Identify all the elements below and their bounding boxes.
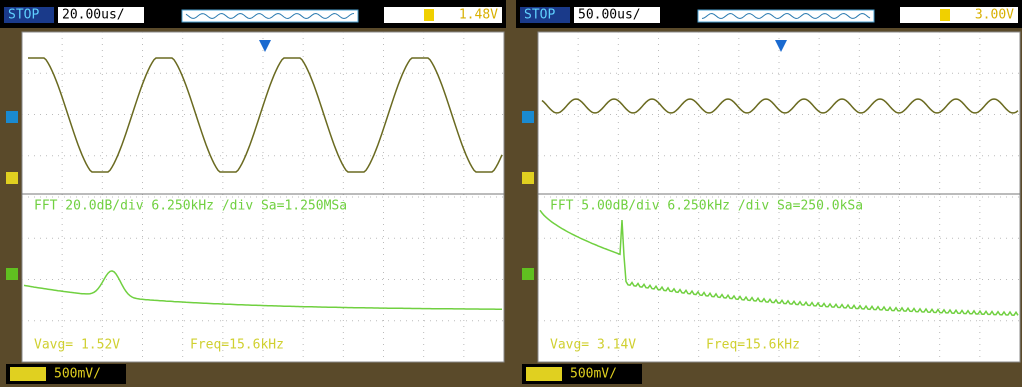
fft-label: FFT 5.00dB/div 6.250kHz /div Sa=250.0kSa [550,199,863,214]
memory-bar [182,10,358,22]
vavg: Vavg= 1.52V [34,338,120,353]
fft-label: FFT 20.0dB/div 6.250kHz /div Sa=1.250MSa [34,199,347,214]
status: STOP [524,8,555,23]
scale: 500mV/ [570,367,617,382]
trigger-icon [940,9,950,21]
scale: 500mV/ [54,367,101,382]
ch-marker [6,172,18,184]
scope-panel: STOP 20.00us/1.48V FFT 20.0dB/div 6.250kHz… [0,0,506,384]
scope-screenshot: STOP 20.00us/1.48V FFT 20.0dB/div 6.250kHz… [0,0,1022,387]
ch-badge [10,367,46,381]
timebase: 50.00us/ [578,8,641,23]
fft-marker [522,268,534,280]
trigger-icon [424,9,434,21]
fft-marker [6,268,18,280]
ch-marker [6,111,18,123]
vavg: Vavg= 3.14V [550,338,636,353]
timebase: 20.00us/ [62,8,125,23]
ch-badge [526,367,562,381]
freq: Freq=15.6kHz [190,338,284,353]
freq: Freq=15.6kHz [706,338,800,353]
scope-panel: STOP 50.00us/3.00V FFT 5.00dB/div 6.250kHz… [516,0,1022,384]
status: STOP [8,8,39,23]
trigger-level: 3.00V [975,8,1014,23]
ch-marker [522,111,534,123]
ch-marker [522,172,534,184]
trigger-level: 1.48V [459,8,498,23]
